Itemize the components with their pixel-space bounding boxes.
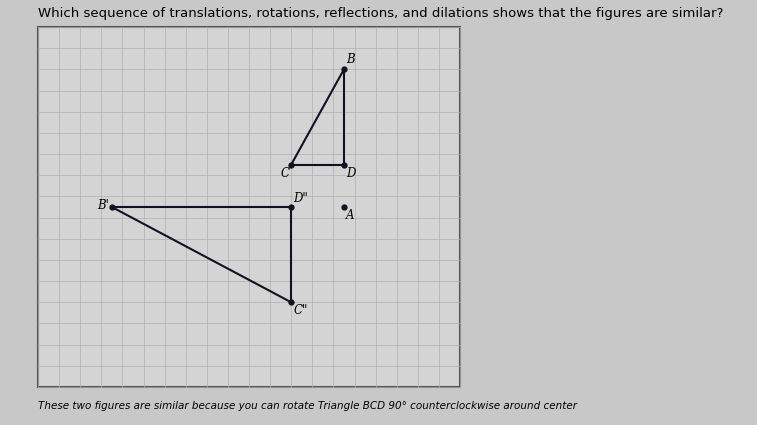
Bar bbox=[38, 27, 460, 387]
Text: C": C" bbox=[293, 304, 307, 317]
Text: C: C bbox=[280, 167, 289, 180]
Text: D: D bbox=[346, 167, 355, 180]
Text: B': B' bbox=[97, 198, 109, 212]
Text: A: A bbox=[346, 209, 354, 222]
Text: D": D" bbox=[293, 192, 308, 205]
Text: B: B bbox=[346, 54, 354, 66]
Text: These two figures are similar because you can rotate Triangle BCD 90° counterclo: These two figures are similar because yo… bbox=[38, 401, 577, 411]
Text: Which sequence of translations, rotations, reflections, and dilations shows that: Which sequence of translations, rotation… bbox=[38, 7, 724, 20]
